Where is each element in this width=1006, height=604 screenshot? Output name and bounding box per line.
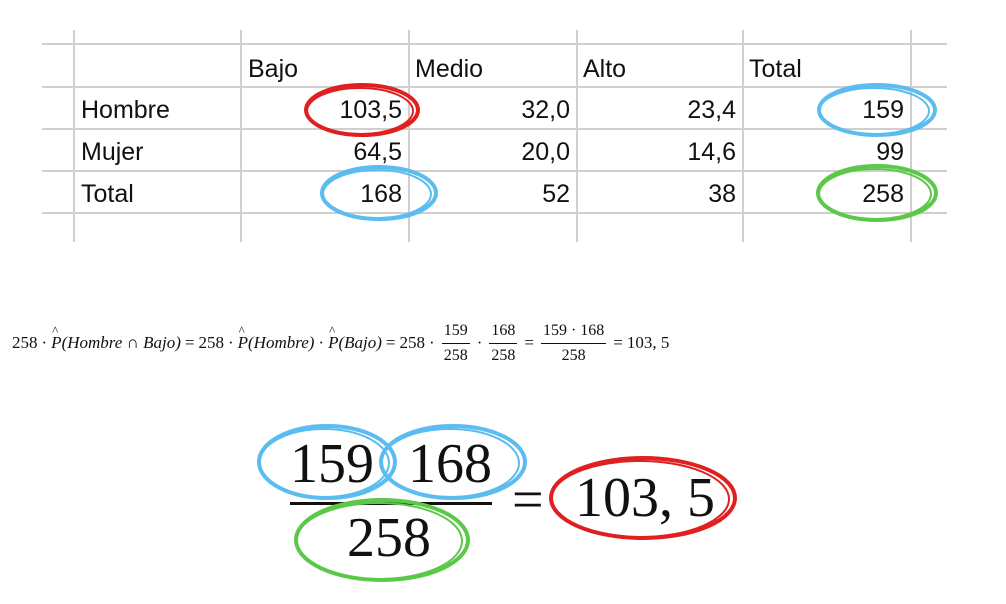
cell-total-bajo: 168 [360,180,402,208]
fraction-annotations [257,424,737,582]
fraction-numerator: 159 · 168 [540,321,607,344]
gridline [42,86,947,88]
formula-arg-hombre: (Hombre) [248,333,315,352]
big-equals: = [512,469,544,531]
big-numerator-159: 159 [290,433,374,495]
big-denominator-258: 258 [347,507,431,569]
formula-equals: = [385,333,396,352]
formula-p-hat: P [51,323,61,353]
fraction-denominator: 258 [561,346,586,364]
formula-equals: = [184,333,195,352]
table-annotations [304,83,938,222]
fraction-hombre: 159 258 [441,321,470,366]
header-total: Total [749,55,802,83]
row-label-hombre: Hombre [81,96,170,124]
cell-mujer-medio: 20,0 [521,138,570,166]
fraction-bar [290,502,492,505]
formula-factor: 258 [198,333,224,352]
fraction-product: 159 · 168 258 [540,321,607,366]
row-label-total: Total [81,180,134,208]
gridline [42,212,947,214]
formula-factor: 258 [12,333,38,352]
cell-hombre-total: 159 [862,96,904,124]
big-fraction-summary: 159 168 258 = 103, 5 [0,390,1006,604]
formula-factor: 258 [399,333,426,352]
gridline [910,30,912,242]
fraction-numerator: 168 [489,321,518,344]
probability-formula: 258 · P (Hombre ∩ Bajo) = 258 · P (Hombr… [12,315,669,371]
formula-arg-bajo: (Bajo) [338,333,382,352]
fraction-denominator: 258 [443,346,468,364]
gridline [42,170,947,172]
cell-total-medio: 52 [542,180,570,208]
cell-hombre-medio: 32,0 [521,96,570,124]
fraction-numerator: 159 [441,321,470,344]
header-medio: Medio [415,55,484,83]
cell-hombre-alto: 23,4 [687,96,736,124]
formula-arg-joint: (Hombre ∩ Bajo) [61,333,181,352]
gridline [408,30,410,242]
gridline [42,43,947,45]
cell-total-total: 258 [862,180,904,208]
formula-dot: · [41,333,48,352]
formula-dot: · [429,333,435,352]
fraction-denominator: 258 [491,346,516,364]
big-numerator-168: 168 [408,433,492,495]
row-label-mujer: Mujer [81,138,144,166]
header-bajo: Bajo [248,55,299,83]
gridline [42,128,947,130]
formula-dot: · [227,333,234,352]
header-alto: Alto [583,55,627,83]
gridline [73,30,75,242]
cell-mujer-total: 99 [876,138,904,166]
gridline [576,30,578,242]
formula-p-hat: P [328,323,338,353]
formula-equals: = [524,333,534,352]
cell-total-alto: 38 [708,180,736,208]
formula-equals: = [613,333,623,352]
cell-mujer-bajo: 64,5 [353,138,402,166]
formula-dot: · [318,333,325,352]
formula-dot: · [476,333,483,352]
spreadsheet-table: Bajo Medio Alto Total Hombre 103,5 32,0 … [0,0,1006,260]
formula-p-hat: P [238,323,248,353]
gridline [240,30,242,242]
big-result: 103, 5 [575,467,715,529]
gridline [742,30,744,242]
cell-mujer-alto: 14,6 [687,138,736,166]
formula-result: 103, 5 [626,333,670,352]
fraction-bajo: 168 258 [489,321,518,366]
cell-hombre-bajo: 103,5 [339,96,402,124]
